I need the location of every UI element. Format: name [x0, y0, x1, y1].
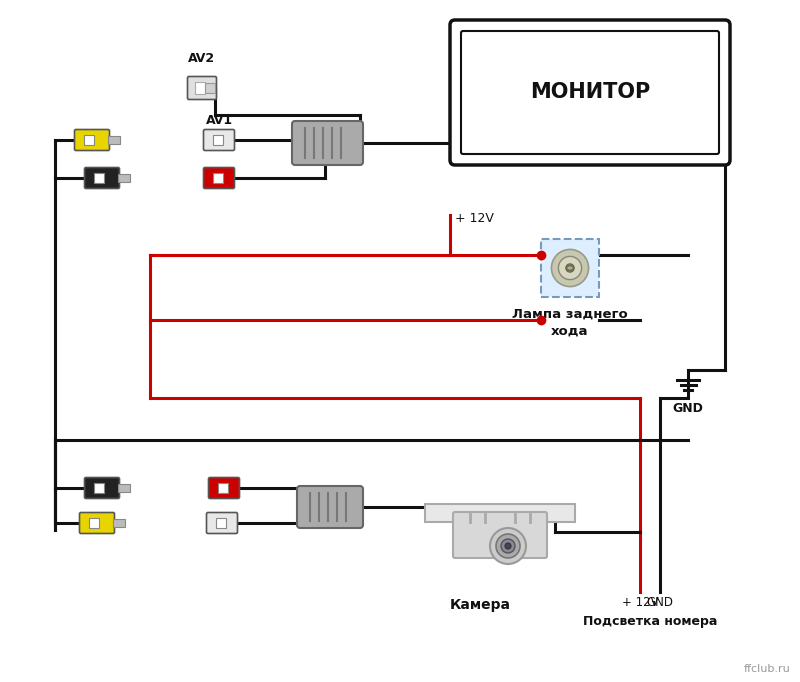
Bar — [425, 504, 575, 522]
Text: AV2: AV2 — [189, 52, 215, 65]
FancyBboxPatch shape — [203, 130, 234, 151]
FancyBboxPatch shape — [292, 121, 363, 165]
Text: МОНИТОР: МОНИТОР — [530, 83, 650, 102]
Bar — [113, 519, 125, 527]
Circle shape — [558, 256, 582, 280]
Bar — [218, 483, 228, 493]
FancyBboxPatch shape — [453, 512, 547, 558]
FancyBboxPatch shape — [206, 512, 238, 533]
FancyBboxPatch shape — [297, 486, 363, 528]
FancyBboxPatch shape — [209, 477, 239, 499]
Text: GND: GND — [646, 596, 674, 609]
Text: Камера: Камера — [450, 598, 510, 612]
FancyBboxPatch shape — [187, 76, 217, 100]
FancyBboxPatch shape — [85, 168, 119, 188]
Bar — [213, 173, 223, 183]
Bar — [216, 518, 226, 528]
Bar — [205, 83, 215, 93]
Bar — [213, 135, 223, 145]
Text: ffclub.ru: ffclub.ru — [743, 664, 790, 674]
Bar — [195, 82, 205, 94]
FancyBboxPatch shape — [79, 512, 114, 533]
Bar — [108, 136, 120, 144]
Circle shape — [505, 543, 511, 549]
FancyBboxPatch shape — [85, 477, 119, 499]
Text: + 12V: + 12V — [622, 596, 658, 609]
Circle shape — [566, 264, 574, 272]
Bar — [118, 484, 130, 492]
Text: Лампа заднего
хода: Лампа заднего хода — [512, 308, 628, 338]
Text: + 12V: + 12V — [455, 211, 494, 224]
Circle shape — [496, 534, 520, 558]
FancyBboxPatch shape — [541, 239, 599, 297]
FancyBboxPatch shape — [74, 130, 110, 151]
Bar — [118, 174, 130, 182]
FancyBboxPatch shape — [461, 31, 719, 154]
Circle shape — [551, 250, 589, 286]
Circle shape — [501, 539, 515, 553]
Circle shape — [490, 528, 526, 564]
Bar — [94, 173, 104, 183]
Bar — [89, 518, 99, 528]
Text: GND: GND — [673, 402, 703, 415]
Text: AV1: AV1 — [206, 113, 233, 126]
Bar — [84, 135, 94, 145]
FancyBboxPatch shape — [450, 20, 730, 165]
FancyBboxPatch shape — [203, 168, 234, 188]
Text: Подсветка номера: Подсветка номера — [583, 615, 717, 628]
Bar — [94, 483, 104, 493]
